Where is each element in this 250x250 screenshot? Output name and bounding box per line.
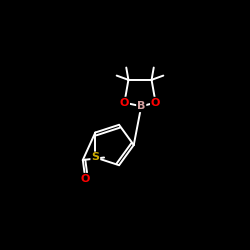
Text: S: S [91,152,99,162]
Text: O: O [80,174,90,184]
Text: O: O [120,98,129,108]
Text: O: O [151,98,160,108]
Text: B: B [137,101,145,111]
